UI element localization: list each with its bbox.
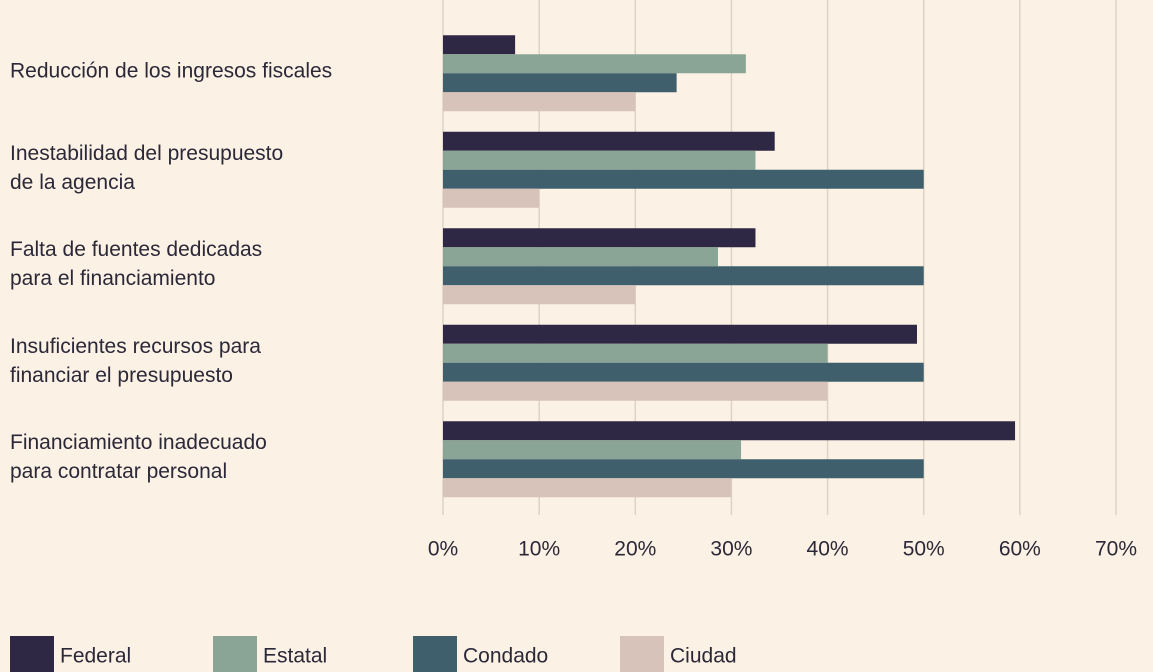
category-label: Falta de fuentes dedicadas para el finan… bbox=[10, 238, 263, 291]
legend-swatch bbox=[413, 636, 457, 672]
bar bbox=[443, 150, 756, 170]
bar bbox=[443, 324, 917, 344]
bar bbox=[443, 131, 775, 151]
bar bbox=[443, 228, 756, 248]
x-tick-label: 20% bbox=[614, 538, 656, 561]
legend-swatch bbox=[213, 636, 257, 672]
x-tick-label: 10% bbox=[518, 538, 560, 561]
legend-label: Federal bbox=[60, 645, 131, 668]
bar bbox=[443, 247, 718, 267]
category-label: Reducción de los ingresos fiscales bbox=[10, 59, 333, 83]
bar bbox=[443, 362, 924, 382]
category-label: Insuficientes recursos para financiar el… bbox=[10, 334, 261, 387]
x-tick-label: 70% bbox=[1095, 538, 1137, 561]
bar bbox=[443, 381, 828, 401]
x-tick-label: 30% bbox=[710, 538, 752, 561]
bar bbox=[443, 54, 746, 74]
legend-swatch bbox=[620, 636, 664, 672]
bar bbox=[443, 73, 677, 93]
bar bbox=[443, 35, 516, 55]
bar bbox=[443, 459, 924, 479]
bar bbox=[443, 343, 828, 363]
bar bbox=[443, 285, 636, 305]
legend-swatch bbox=[10, 636, 54, 672]
bar bbox=[443, 188, 540, 208]
x-tick-label: 40% bbox=[807, 538, 849, 561]
legend-label: Condado bbox=[463, 645, 548, 668]
bar bbox=[443, 421, 1016, 441]
x-tick-label: 60% bbox=[999, 538, 1041, 561]
x-tick-label: 0% bbox=[428, 538, 458, 561]
bar bbox=[443, 169, 924, 189]
bar bbox=[443, 92, 636, 112]
category-label: Financiamiento inadecuado para contratar… bbox=[10, 431, 267, 484]
legend-label: Ciudad bbox=[670, 645, 737, 668]
category-label: Inestabilidad del presupuesto de la agen… bbox=[10, 141, 284, 194]
bar bbox=[443, 266, 924, 286]
legend-label: Estatal bbox=[263, 645, 327, 668]
bar bbox=[443, 478, 732, 498]
bar bbox=[443, 440, 742, 460]
x-tick-label: 50% bbox=[903, 538, 945, 561]
